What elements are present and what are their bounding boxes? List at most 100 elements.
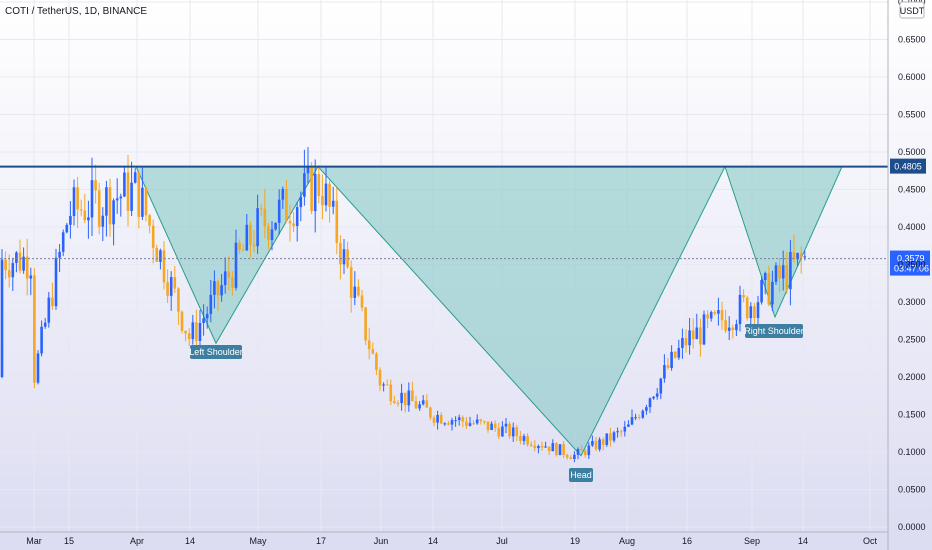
candle-body (627, 424, 630, 427)
candle-body (778, 265, 781, 279)
y-tick-label: 0.4500 (898, 185, 926, 195)
candle-body (184, 330, 187, 334)
candle-body (555, 443, 558, 456)
candle-body (22, 256, 25, 271)
candle-body (285, 188, 288, 221)
candle-body (396, 402, 400, 404)
candle-body (594, 440, 598, 450)
candle-body (796, 253, 799, 260)
last-price-tag (890, 250, 930, 276)
candle-body (187, 333, 191, 340)
candle-body (421, 400, 425, 405)
candle-body (321, 195, 324, 206)
candle-body (205, 313, 209, 319)
candle-body (684, 338, 688, 346)
candle-body (465, 421, 468, 426)
candle-body (709, 312, 713, 319)
candle-body (101, 215, 105, 227)
candle-body (281, 188, 285, 200)
candle-body (331, 200, 335, 207)
candle-body (569, 457, 573, 459)
candle-body (565, 454, 569, 458)
candle-body (209, 294, 213, 314)
candle-body (472, 423, 475, 425)
candle-body (461, 417, 465, 422)
candle-body (151, 225, 155, 248)
candle-body (162, 250, 166, 283)
candle-body (526, 436, 529, 445)
candle-body (137, 172, 141, 217)
candle-body (655, 393, 659, 397)
candle-body (317, 173, 321, 196)
resistance-tag (890, 158, 926, 174)
resistance-label: 0.4805 (894, 162, 922, 172)
x-tick-label: May (249, 536, 267, 546)
candle-body (681, 338, 684, 348)
candle-body (342, 249, 346, 265)
candle-body (389, 384, 393, 402)
candle-body (706, 314, 709, 319)
currency-box (899, 1, 925, 19)
candle-body (43, 322, 47, 327)
candle-body (11, 263, 15, 278)
y-tick-label: 0.0000 (898, 522, 926, 532)
candle-body (609, 433, 612, 441)
y-tick-label: 0.6000 (898, 72, 926, 82)
candle-body (29, 275, 33, 279)
candle-body (591, 440, 594, 446)
candle-body (562, 444, 565, 455)
candle-body (15, 252, 18, 264)
candle-body (645, 407, 648, 411)
candle-body (97, 190, 101, 227)
candle-body (490, 423, 493, 430)
candle-body (691, 330, 695, 340)
candle-body (742, 294, 745, 298)
candle-body (375, 353, 378, 370)
candle-body (115, 198, 119, 201)
candle-body (468, 423, 472, 426)
annotation-label: Head (570, 470, 592, 480)
candle-body (486, 421, 490, 430)
candle-body (727, 327, 731, 331)
candle-body (403, 392, 407, 406)
y-tick-label: 0.0500 (898, 485, 926, 495)
candle-body (371, 349, 375, 354)
candle-body (310, 167, 313, 212)
candle-body (277, 199, 281, 223)
candle-body (789, 252, 792, 290)
x-tick-label: 14 (185, 536, 195, 546)
y-tick-label: 0.4000 (898, 222, 926, 232)
candle-body (663, 365, 666, 379)
candle-body (583, 450, 587, 456)
candle-body (223, 271, 227, 286)
candle-body (173, 277, 177, 289)
symbol-title: COTI / TetherUS, 1D, BINANCE (5, 6, 147, 17)
candle-body (760, 280, 763, 303)
candle-body (65, 224, 69, 233)
candle-body (756, 302, 760, 319)
candle-body (306, 167, 310, 174)
candle-body (648, 398, 652, 408)
candle-body (659, 378, 663, 394)
y-tick-label: 0.5500 (898, 110, 926, 120)
last-price-label: 0.3579 (897, 254, 925, 264)
annotation-label: Right Shoulder (744, 326, 804, 336)
candle-body (324, 183, 328, 206)
candle-body (537, 445, 540, 449)
candle-body (112, 200, 115, 225)
candle-body (263, 208, 267, 227)
candle-body (33, 275, 36, 383)
candle-body (670, 351, 673, 368)
candle-body (771, 281, 774, 305)
candle-body (303, 173, 306, 197)
candle-body (573, 454, 576, 459)
candle-body (252, 244, 256, 247)
candle-body (227, 271, 231, 278)
candle-body (634, 417, 637, 419)
candle-body (299, 196, 303, 208)
y-tick-label: 0.5000 (898, 147, 926, 157)
candle-body (166, 282, 169, 296)
y-tick-label: 0.6500 (898, 35, 926, 45)
